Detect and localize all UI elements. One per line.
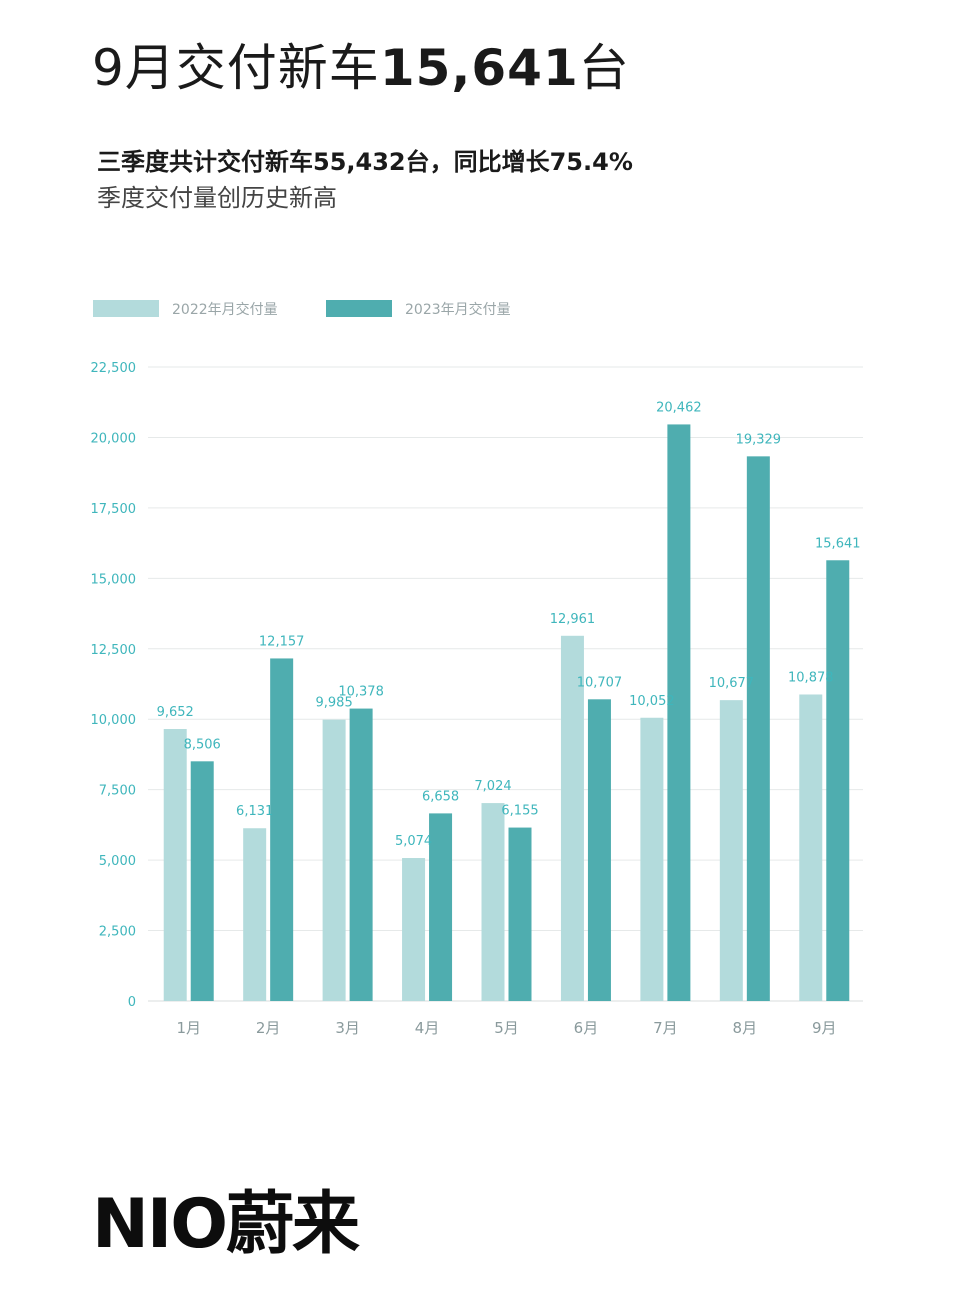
quarter-summary: 三季度共计交付新车55,432台，同比增长75.4% <box>97 148 633 176</box>
bar-2022 <box>322 719 346 1001</box>
data-label-2023: 20,462 <box>656 400 702 415</box>
title-suffix: 台 <box>578 39 630 97</box>
nio-logo: NIO蔚来 <box>92 1185 360 1264</box>
y-tick-label: 0 <box>128 995 136 1010</box>
legend-swatch-2022 <box>93 300 159 317</box>
data-label-2022: 12,961 <box>550 612 596 627</box>
y-tick-label: 20,000 <box>91 431 137 446</box>
y-tick-label: 12,500 <box>91 643 137 658</box>
title-number: 15,641 <box>379 39 579 97</box>
data-label-2023: 12,157 <box>259 634 305 649</box>
y-tick-label: 15,000 <box>91 572 137 587</box>
chart-legend: 2022年月交付量 2023年月交付量 <box>93 300 511 318</box>
page-title: 9月交付新车15,641台 <box>92 36 630 100</box>
bar-2022 <box>560 635 584 1001</box>
bar-2023 <box>349 708 373 1001</box>
y-tick-label: 10,000 <box>91 713 137 728</box>
bar-series <box>163 424 850 1001</box>
bar-2022 <box>719 700 743 1001</box>
bar-2023 <box>746 456 770 1001</box>
data-label-2022: 9,985 <box>316 696 353 711</box>
data-label-2022: 10,878 <box>788 670 834 685</box>
x-category-label: 4月 <box>415 1019 440 1037</box>
bar-2023 <box>587 699 611 1001</box>
title-prefix: 9月交付新车 <box>92 39 380 97</box>
delivery-bar-chart: 2022年月交付量 2023年月交付量 0 2,500 5,000 7,500 10,00… <box>91 300 863 1037</box>
bar-2023 <box>508 827 532 1001</box>
legend-swatch-2023 <box>326 300 392 317</box>
x-category-label: 8月 <box>733 1019 758 1037</box>
data-label-2022: 10,677 <box>709 676 755 691</box>
bar-2022 <box>163 729 187 1001</box>
bar-2023 <box>270 658 294 1001</box>
x-category-label: 7月 <box>653 1019 678 1037</box>
y-tick-label: 5,000 <box>99 854 136 869</box>
data-label-2023: 10,707 <box>577 675 623 690</box>
bar-2022 <box>481 803 505 1001</box>
x-category-label: 6月 <box>574 1019 599 1037</box>
bar-2023 <box>190 761 214 1001</box>
y-tick-label: 17,500 <box>91 502 137 517</box>
data-label-2023: 19,329 <box>736 432 782 447</box>
chart-grid <box>148 366 863 1002</box>
bar-2022 <box>402 858 426 1001</box>
bar-2023 <box>429 813 453 1001</box>
bar-2022 <box>640 717 664 1001</box>
y-tick-label: 22,500 <box>91 361 137 376</box>
y-tick-label: 7,500 <box>99 784 136 799</box>
x-category-label: 1月 <box>176 1019 201 1037</box>
data-label-2022: 6,131 <box>236 804 273 819</box>
x-category-label: 5月 <box>494 1019 519 1037</box>
data-label-2023: 6,155 <box>501 804 538 819</box>
data-label-2022: 9,652 <box>157 705 194 720</box>
x-category-label: 3月 <box>335 1019 360 1037</box>
data-label-2022: 7,024 <box>474 779 511 794</box>
quarter-note: 季度交付量创历史新高 <box>97 184 337 212</box>
y-tick-label: 2,500 <box>99 925 136 940</box>
bar-2023 <box>667 424 691 1001</box>
data-label-2023: 6,658 <box>422 789 459 804</box>
data-label-2022: 5,074 <box>395 834 432 849</box>
data-label-2022: 10,052 <box>629 694 675 709</box>
bar-2023 <box>826 560 850 1001</box>
legend-label-2022: 2022年月交付量 <box>172 301 278 318</box>
y-axis: 0 2,500 5,000 7,500 10,000 12,500 15,000 17,500… <box>91 361 137 1010</box>
x-category-label: 2月 <box>256 1019 281 1037</box>
bar-2022 <box>243 828 267 1001</box>
bar-2022 <box>799 694 823 1001</box>
data-label-2023: 15,641 <box>815 536 861 551</box>
x-category-label: 9月 <box>812 1019 837 1037</box>
legend-label-2023: 2023年月交付量 <box>405 301 511 318</box>
x-axis: 1月 2月 3月 4月 5月 6月 7月 8月 9月 <box>176 1019 836 1037</box>
data-label-2023: 10,378 <box>338 685 384 700</box>
data-label-2023: 8,506 <box>184 737 221 752</box>
